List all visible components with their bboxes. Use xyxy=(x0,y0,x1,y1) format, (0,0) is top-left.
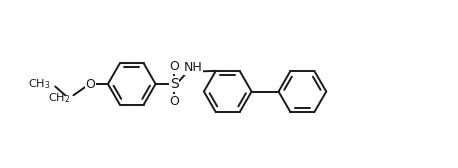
Text: O: O xyxy=(169,60,180,73)
Text: O: O xyxy=(169,95,180,108)
Text: $\mathrm{CH_2}$: $\mathrm{CH_2}$ xyxy=(48,91,70,105)
Text: O: O xyxy=(85,77,95,91)
Text: $\mathrm{CH_3}$: $\mathrm{CH_3}$ xyxy=(27,77,50,91)
Text: NH: NH xyxy=(184,61,202,74)
Text: S: S xyxy=(170,77,179,91)
